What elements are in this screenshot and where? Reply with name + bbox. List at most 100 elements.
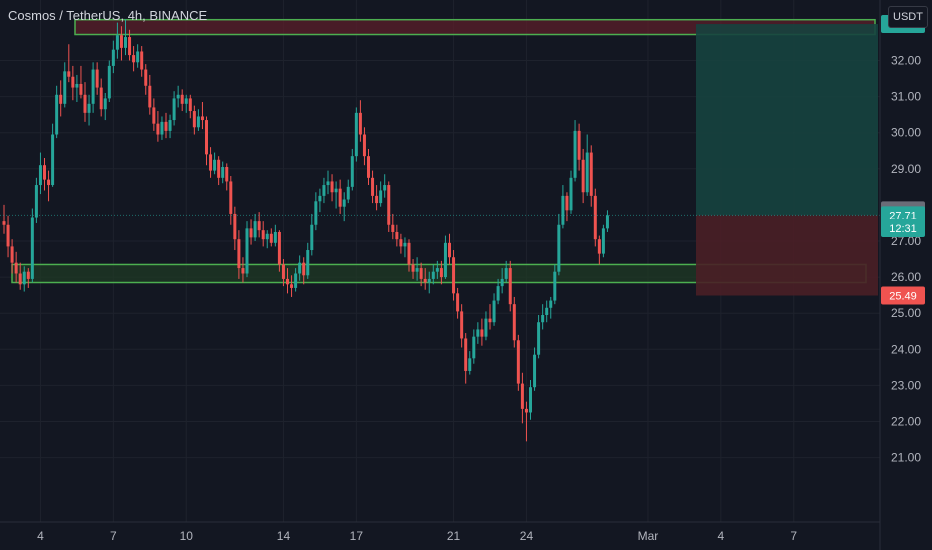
candle-body [205, 120, 208, 155]
candle-body [209, 154, 213, 171]
candle-body [443, 242, 447, 278]
candle-body [334, 188, 338, 193]
candle-body [464, 338, 468, 371]
candle-body [79, 83, 83, 95]
target-area[interactable] [696, 24, 878, 216]
candle-body [326, 181, 330, 186]
price-tag-label: 12:31 [889, 223, 917, 235]
candle-body [160, 121, 164, 135]
candle-body [144, 69, 148, 86]
candle-body [241, 268, 245, 274]
candle-body [164, 121, 168, 131]
candle-body [200, 116, 204, 121]
y-tick-label: 29.00 [891, 162, 921, 176]
candle-body [180, 94, 184, 104]
candle-body [87, 103, 91, 113]
currency-button[interactable]: USDT [888, 6, 928, 28]
overlay-layer[interactable] [0, 24, 880, 296]
candle-body [140, 51, 144, 70]
candle-body [318, 195, 322, 202]
candle-body [354, 112, 358, 157]
candle-body [480, 329, 484, 337]
price-tag-stop[interactable] [881, 286, 925, 305]
candle-body [298, 262, 302, 274]
candle-body [34, 185, 38, 218]
candle-body [330, 181, 334, 193]
candle-body [229, 181, 233, 214]
candle-body [379, 190, 383, 204]
candle-body [589, 152, 593, 196]
candle-body [136, 51, 140, 63]
candle-body [314, 201, 318, 225]
y-tick-label: 21.00 [891, 451, 921, 465]
candle-body [581, 159, 585, 193]
candle-body [59, 94, 63, 104]
candle-body [452, 257, 456, 294]
candle-body [472, 336, 476, 359]
candle-body [545, 307, 549, 316]
candle-body [310, 224, 314, 251]
candle-body [411, 264, 415, 272]
candle-body [281, 264, 285, 279]
candle-body [47, 179, 51, 186]
candle-body [71, 76, 75, 88]
candle-body [460, 311, 464, 339]
price-tag-label: 25.49 [889, 291, 917, 303]
candle-body [192, 111, 196, 128]
x-tick-label: 10 [180, 529, 194, 543]
candle-body [593, 195, 597, 240]
candle-body [99, 87, 103, 110]
candle-body [294, 273, 298, 288]
y-tick-label: 24.00 [891, 342, 921, 356]
candle-body [496, 286, 500, 301]
candle-body [419, 268, 423, 279]
candle-body [91, 69, 95, 104]
candle-body [43, 165, 46, 180]
candle-body [176, 94, 180, 99]
candle-body [95, 69, 99, 88]
y-tick-label: 23.00 [891, 378, 921, 392]
y-tick-label: 27.00 [891, 234, 921, 248]
candle-body [431, 271, 435, 279]
candle-body [128, 37, 132, 56]
candle-body [423, 278, 427, 283]
candle-body [484, 318, 488, 337]
candle-body [10, 246, 14, 263]
candle-body [225, 166, 229, 182]
candle-body [512, 304, 516, 341]
candle-body [306, 250, 310, 276]
candle-body [537, 322, 541, 355]
candle-body [488, 318, 492, 323]
x-tick-label: 4 [718, 529, 725, 543]
candles-layer [2, 18, 609, 442]
candle-body [148, 85, 152, 108]
candle-body [30, 217, 34, 279]
candle-body [403, 242, 407, 247]
candle-body [124, 37, 127, 48]
candle-body [184, 98, 188, 104]
candle-body [358, 112, 362, 135]
candle-body [6, 224, 10, 247]
price-tag-countdown[interactable] [881, 219, 925, 238]
candle-body [168, 120, 172, 131]
candle-body [249, 228, 253, 238]
candle-body [448, 242, 451, 258]
candle-body [492, 300, 496, 323]
candle-body [213, 159, 217, 171]
candle-body [273, 231, 277, 243]
x-tick-label: 4 [37, 529, 44, 543]
candle-body [156, 123, 160, 135]
y-tick-label: 22.00 [891, 415, 921, 429]
candle-body [196, 116, 200, 128]
y-tick-label: 32.00 [891, 54, 921, 68]
candle-body [338, 188, 342, 207]
candle-body [399, 239, 403, 247]
stop-area[interactable] [696, 215, 878, 296]
candle-body [342, 199, 346, 207]
candle-body [383, 185, 387, 191]
candle-body [585, 152, 589, 193]
candle-body [26, 271, 30, 279]
x-tick-label: 24 [520, 529, 534, 543]
